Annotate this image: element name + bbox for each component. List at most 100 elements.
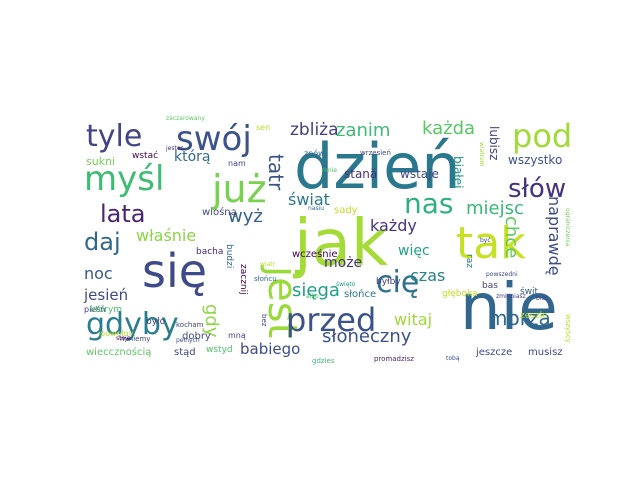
- cloud-word: nam: [228, 159, 246, 168]
- cloud-word: jest: [259, 266, 305, 339]
- cloud-word: jestes: [166, 145, 184, 152]
- cloud-word: powolny: [100, 329, 134, 338]
- cloud-word: zmieniasz: [496, 293, 526, 300]
- cloud-word: sen: [256, 123, 271, 132]
- cloud-word: gdy: [201, 304, 222, 338]
- cloud-word: już: [212, 167, 267, 211]
- cloud-word: babiego: [240, 340, 301, 358]
- cloud-word: słońcu: [254, 275, 277, 283]
- cloud-word: budzi: [224, 244, 234, 269]
- cloud-word: albo: [306, 293, 319, 300]
- cloud-word: dzień: [294, 130, 461, 203]
- cloud-word: którym: [90, 305, 123, 315]
- cloud-word: cię: [376, 265, 420, 300]
- cloud-word: bas: [482, 281, 498, 291]
- cloud-word: świat: [288, 190, 330, 209]
- cloud-word: zanim: [336, 120, 391, 141]
- cloud-word: nas: [404, 187, 454, 220]
- cloud-word: wszystko: [508, 153, 563, 167]
- cloud-word: wstać: [132, 151, 159, 161]
- cloud-word: pełnych: [176, 337, 200, 344]
- cloud-word: raz: [464, 254, 474, 268]
- cloud-word: byłby: [376, 277, 401, 287]
- cloud-word: być: [480, 237, 491, 244]
- cloud-word: bez: [260, 314, 268, 327]
- cloud-word: czas: [410, 266, 446, 285]
- cloud-word: święto: [336, 281, 356, 288]
- cloud-word: sięga: [292, 280, 340, 301]
- cloud-word: wiatrem: [478, 142, 485, 167]
- cloud-word: lata: [100, 200, 146, 228]
- cloud-word: tyle: [86, 119, 143, 154]
- cloud-word: biec: [536, 295, 549, 302]
- cloud-word: słoneczny: [322, 326, 412, 347]
- cloud-word: zbliża: [290, 120, 339, 140]
- cloud-word: mnie: [322, 167, 338, 174]
- cloud-word: stoje: [116, 335, 131, 342]
- cloud-word: mną: [228, 331, 246, 340]
- cloud-word: słów: [508, 174, 567, 204]
- cloud-word: bacha: [196, 247, 224, 257]
- cloud-word: się: [142, 244, 208, 298]
- cloud-word: wszyscy: [564, 314, 572, 343]
- cloud-word: tobą: [446, 355, 460, 362]
- cloud-word: świt: [520, 287, 539, 297]
- cloud-word: powszedni: [486, 271, 518, 278]
- cloud-word: może: [324, 255, 363, 271]
- cloud-word: słońce: [344, 289, 377, 300]
- word-cloud: dzień jak nie się jest tak już swój myśl…: [80, 116, 578, 368]
- cloud-word: gdyby: [86, 307, 179, 342]
- cloud-word: miejsc: [466, 198, 524, 219]
- cloud-word: dobry: [182, 331, 211, 342]
- cloud-word: chce: [501, 216, 522, 259]
- cloud-word: stąd: [174, 347, 196, 358]
- cloud-word: nasiu: [308, 205, 325, 212]
- cloud-word: naprawdę: [545, 196, 564, 276]
- cloud-word: wstaje: [400, 167, 439, 181]
- cloud-word: wcześnie: [292, 249, 338, 260]
- cloud-word: morza: [488, 306, 551, 330]
- cloud-word: miniemy: [120, 335, 151, 343]
- cloud-word: musisz: [528, 347, 563, 358]
- cloud-word: ograniczenia: [564, 208, 571, 247]
- cloud-word: jeszcze: [476, 347, 513, 358]
- cloud-word: białej: [451, 156, 465, 189]
- cloud-word: kocham: [176, 321, 204, 329]
- cloud-word: jak: [294, 207, 389, 281]
- cloud-word: jesień: [84, 286, 129, 304]
- cloud-word: swój: [176, 119, 252, 159]
- cloud-word: wiatr: [260, 261, 276, 268]
- cloud-word: stană: [344, 167, 378, 181]
- cloud-word: zeszle: [520, 311, 548, 321]
- cloud-word: właśnie: [136, 226, 197, 245]
- cloud-word: gdzies: [312, 357, 335, 365]
- cloud-word: pieśń: [84, 305, 106, 314]
- cloud-word: wrzesień: [360, 149, 391, 157]
- cloud-word: lubisz: [487, 126, 501, 161]
- cloud-word: którą: [174, 149, 211, 165]
- cloud-word: promadzisz: [374, 355, 414, 363]
- cloud-word: więc: [398, 243, 430, 259]
- cloud-word: wiośną: [202, 207, 237, 218]
- cloud-word: wieccznością: [86, 347, 152, 358]
- cloud-word: było: [146, 317, 166, 327]
- cloud-word: głęboka: [442, 289, 478, 299]
- cloud-word: nie: [460, 271, 558, 345]
- cloud-word: wstyd: [206, 345, 233, 355]
- cloud-word: witaj: [394, 310, 433, 329]
- cloud-word: tatr: [264, 154, 288, 191]
- cloud-word: każda: [422, 118, 476, 139]
- cloud-word: zacznij: [238, 264, 248, 295]
- cloud-word: zaczarowany: [166, 115, 205, 122]
- cloud-word: myśl: [84, 159, 165, 199]
- cloud-word: noc: [84, 264, 113, 283]
- cloud-word: pod: [512, 117, 573, 155]
- cloud-word: tak: [456, 218, 526, 269]
- cloud-word: każdy: [370, 216, 417, 235]
- cloud-word: sady: [334, 205, 358, 216]
- cloud-word: wyż: [228, 206, 263, 227]
- cloud-word: znów: [304, 149, 325, 158]
- cloud-word: sukni: [86, 155, 116, 168]
- cloud-word: przed: [286, 301, 377, 339]
- cloud-word: daj: [84, 228, 121, 256]
